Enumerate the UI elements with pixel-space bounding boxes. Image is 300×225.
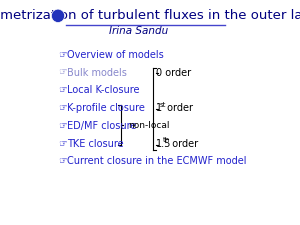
Text: order: order — [166, 139, 198, 148]
Text: Overview of models: Overview of models — [67, 50, 164, 60]
Text: ☞: ☞ — [58, 121, 67, 131]
Text: th: th — [163, 137, 170, 143]
Text: Local K-closure: Local K-closure — [67, 85, 140, 95]
Text: ☞: ☞ — [58, 139, 67, 148]
Text: Parametrization of turbulent fluxes in the outer layer: Parametrization of turbulent fluxes in t… — [0, 9, 300, 22]
Text: K-profile closure: K-profile closure — [67, 103, 145, 113]
Text: ☞: ☞ — [58, 156, 67, 166]
Text: ☞: ☞ — [58, 50, 67, 60]
Text: Current closure in the ECMWF model: Current closure in the ECMWF model — [67, 156, 246, 166]
Text: 1: 1 — [156, 103, 162, 113]
Text: ED/MF closure: ED/MF closure — [67, 121, 136, 131]
Text: non-local: non-local — [128, 121, 169, 130]
Text: Irina Sandu: Irina Sandu — [109, 26, 168, 36]
Text: ☞: ☞ — [58, 103, 67, 113]
Ellipse shape — [51, 9, 64, 22]
Text: TKE closure: TKE closure — [67, 139, 124, 148]
Text: ☞: ☞ — [58, 85, 67, 95]
Text: Bulk models: Bulk models — [67, 68, 127, 77]
Text: 0 order: 0 order — [156, 68, 191, 77]
Text: 1.5: 1.5 — [156, 139, 171, 148]
Text: ☞: ☞ — [58, 68, 67, 77]
Text: order: order — [164, 103, 193, 113]
Text: st: st — [160, 102, 167, 108]
